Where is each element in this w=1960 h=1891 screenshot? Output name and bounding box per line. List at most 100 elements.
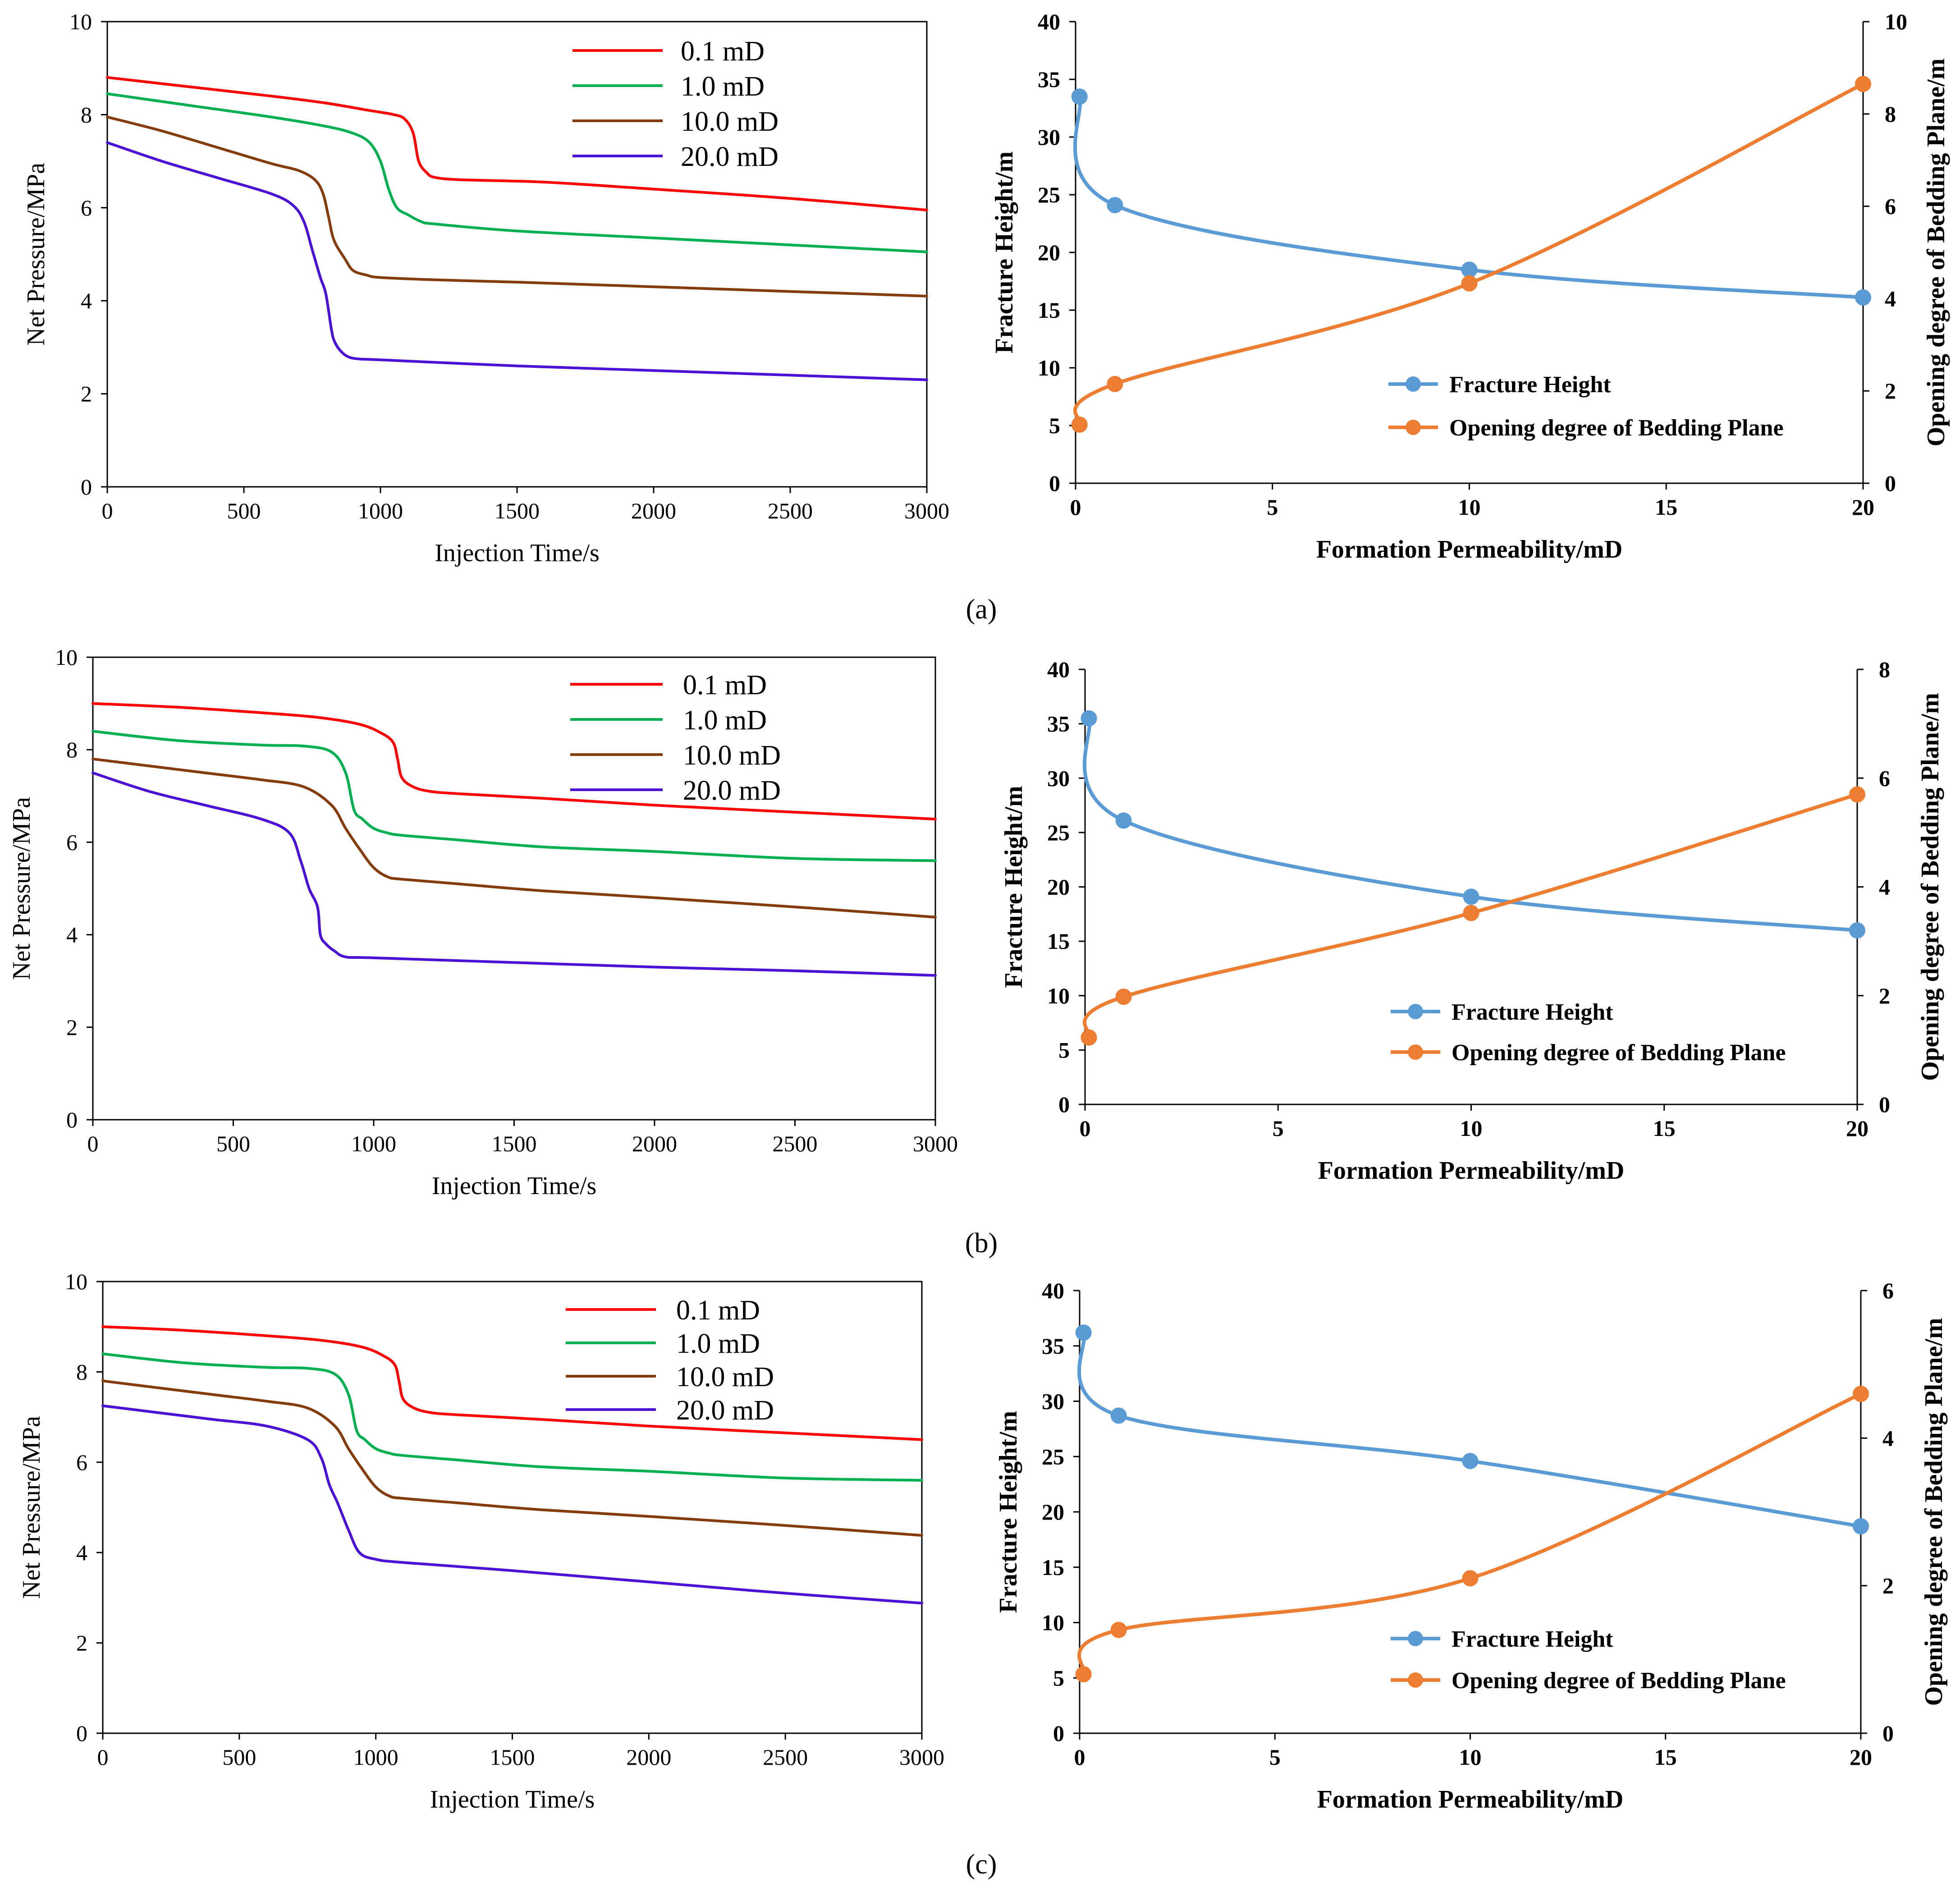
legend-label-opening-degree-of-bedding-plane: Opening degree of Bedding Plane bbox=[1452, 1668, 1786, 1694]
y-tick-label: 5 bbox=[1049, 413, 1060, 438]
x-tick-label: 10 bbox=[1460, 1116, 1483, 1141]
legend-label-10-0-md: 10.0 mD bbox=[676, 1362, 774, 1392]
y-axis-title: Fracture Height/m bbox=[1000, 786, 1028, 988]
y2-tick-label: 2 bbox=[1885, 378, 1896, 403]
y-tick-label: 0 bbox=[66, 1107, 78, 1132]
y-tick-label: 5 bbox=[1053, 1665, 1064, 1690]
y2-tick-label: 2 bbox=[1879, 983, 1890, 1008]
legend-label-opening-degree-of-bedding-plane: Opening degree of Bedding Plane bbox=[1452, 1040, 1786, 1066]
x-tick-label: 3000 bbox=[904, 498, 949, 523]
y-tick-label: 2 bbox=[76, 1630, 87, 1656]
legend: Fracture Height Opening degree of Bedding… bbox=[1391, 1626, 1786, 1694]
data-point-opening-degree-of-bedding-plane bbox=[1463, 905, 1479, 921]
data-point-opening-degree-of-bedding-plane bbox=[1110, 1621, 1127, 1638]
caption-a: (a) bbox=[966, 594, 997, 625]
y-tick-label: 15 bbox=[1042, 1555, 1064, 1580]
y-tick-label: 20 bbox=[1047, 875, 1070, 900]
y-tick-label: 10 bbox=[55, 645, 78, 670]
data-point-fracture-height bbox=[1462, 1453, 1479, 1470]
legend-label-20-0-md: 20.0 mD bbox=[683, 775, 781, 806]
data-point-fracture-height bbox=[1463, 888, 1479, 905]
y-tick-label: 0 bbox=[81, 474, 92, 499]
legend-label-fracture-height: Fracture Height bbox=[1452, 999, 1613, 1025]
x-tick-label: 2500 bbox=[773, 1131, 818, 1156]
series-line-1-0-md bbox=[92, 730, 937, 862]
series-line-10-0-md bbox=[101, 1379, 923, 1537]
y2-tick-label: 0 bbox=[1879, 1092, 1890, 1117]
y-tick-label: 6 bbox=[66, 829, 78, 855]
legend-marker-fracture-height bbox=[1408, 1004, 1423, 1019]
y2-axis-title: Opening degree of Bedding Plane/m bbox=[1922, 59, 1950, 447]
y-tick-label: 8 bbox=[66, 737, 78, 762]
x-tick-label: 15 bbox=[1653, 1116, 1676, 1141]
data-point-opening-degree-of-bedding-plane bbox=[1115, 989, 1132, 1005]
y-tick-label: 2 bbox=[66, 1015, 78, 1040]
legend-label-0-1-md: 0.1 mD bbox=[683, 670, 767, 701]
series-line-opening-degree-of-bedding-plane bbox=[1073, 82, 1865, 426]
x-tick-label: 1000 bbox=[351, 1131, 396, 1156]
legend-label-20-0-md: 20.0 mD bbox=[676, 1395, 774, 1426]
chart-c-left: 0 500 1000 1500 2000 2500 3000 0 2 4 6 8 10 Injection… bbox=[18, 1269, 944, 1813]
series-line-20-0-md bbox=[101, 1404, 923, 1605]
y-tick-label: 10 bbox=[69, 9, 92, 34]
y2-axis-title: Opening degree of Bedding Plane/m bbox=[1920, 1318, 1948, 1706]
series-line-opening-degree-of-bedding-plane bbox=[1082, 792, 1859, 1039]
series-line-0-1-md bbox=[106, 76, 928, 211]
y-tick-label: 40 bbox=[1038, 9, 1060, 34]
x-tick-label: 1500 bbox=[490, 1744, 535, 1770]
y2-tick-label: 2 bbox=[1882, 1573, 1894, 1598]
series-line-0-1-md bbox=[92, 702, 937, 821]
y2-axis-title: Opening degree of Bedding Plane/m bbox=[1916, 693, 1944, 1081]
y-tick-label: 15 bbox=[1038, 298, 1060, 323]
chart-a-right: 0 5 10 15 20 0 5 10 15 20 25 30 35 40 0 2 4 6 8 10 Formation… bbox=[990, 9, 1950, 563]
x-tick-label: 5 bbox=[1267, 494, 1278, 520]
x-tick-label: 10 bbox=[1458, 494, 1481, 520]
legend-label-fracture-height: Fracture Height bbox=[1449, 372, 1611, 398]
x-tick-label: 2500 bbox=[768, 498, 813, 523]
legend-label-fracture-height: Fracture Height bbox=[1452, 1626, 1613, 1652]
y-tick-label: 10 bbox=[65, 1269, 87, 1294]
legend: Fracture Height Opening degree of Bedding… bbox=[1391, 999, 1786, 1066]
x-axis-title: Formation Permeability/mD bbox=[1318, 1157, 1625, 1185]
data-point-fracture-height bbox=[1855, 289, 1871, 306]
series-line-fracture-height bbox=[1083, 716, 1859, 932]
legend-label-10-0-md: 10.0 mD bbox=[681, 106, 779, 137]
legend-label-20-0-md: 20.0 mD bbox=[681, 142, 779, 172]
y-tick-label: 0 bbox=[1053, 1721, 1064, 1746]
x-axis-title: Injection Time/s bbox=[432, 1172, 597, 1200]
y2-tick-label: 4 bbox=[1879, 875, 1890, 900]
series-line-1-0-md bbox=[106, 92, 928, 253]
y-tick-label: 4 bbox=[66, 922, 78, 948]
x-tick-label: 1000 bbox=[353, 1744, 398, 1770]
data-point-opening-degree-of-bedding-plane bbox=[1461, 275, 1478, 292]
legend-marker-opening-degree-of-bedding-plane bbox=[1406, 420, 1421, 435]
x-tick-label: 20 bbox=[1852, 494, 1874, 520]
series-line-fracture-height bbox=[1073, 95, 1865, 299]
y-tick-label: 5 bbox=[1058, 1037, 1070, 1062]
y-tick-label: 35 bbox=[1047, 711, 1070, 737]
y-axis-title: Fracture Height/m bbox=[994, 1411, 1022, 1613]
x-tick-label: 0 bbox=[1074, 1744, 1085, 1770]
x-tick-label: 0 bbox=[97, 1744, 109, 1770]
data-point-opening-degree-of-bedding-plane bbox=[1071, 416, 1088, 433]
y2-tick-label: 8 bbox=[1885, 101, 1896, 127]
y-axis-title: Net Pressure/MPa bbox=[8, 797, 36, 980]
y-tick-label: 8 bbox=[81, 102, 92, 127]
series-line-10-0-md bbox=[106, 115, 928, 298]
x-axis-title: Injection Time/s bbox=[435, 539, 600, 567]
x-tick-label: 3000 bbox=[913, 1131, 958, 1156]
y-tick-label: 4 bbox=[81, 288, 92, 313]
series-line-0-1-md bbox=[101, 1325, 923, 1441]
series-line-20-0-md bbox=[92, 771, 937, 977]
caption-b: (b) bbox=[965, 1228, 998, 1259]
y-tick-label: 35 bbox=[1042, 1333, 1064, 1359]
data-point-fracture-height bbox=[1081, 710, 1097, 727]
legend-marker-fracture-height bbox=[1408, 1631, 1423, 1646]
y2-tick-label: 4 bbox=[1882, 1425, 1894, 1451]
y2-tick-label: 6 bbox=[1885, 194, 1896, 219]
x-tick-label: 2500 bbox=[763, 1744, 808, 1770]
x-tick-label: 1500 bbox=[492, 1131, 537, 1156]
x-tick-label: 5 bbox=[1273, 1116, 1284, 1141]
legend: 0.1 mD 1.0 mD 10.0 mD 20.0 mD bbox=[570, 670, 781, 806]
legend: Fracture Height Opening degree of Bedding… bbox=[1388, 372, 1784, 441]
